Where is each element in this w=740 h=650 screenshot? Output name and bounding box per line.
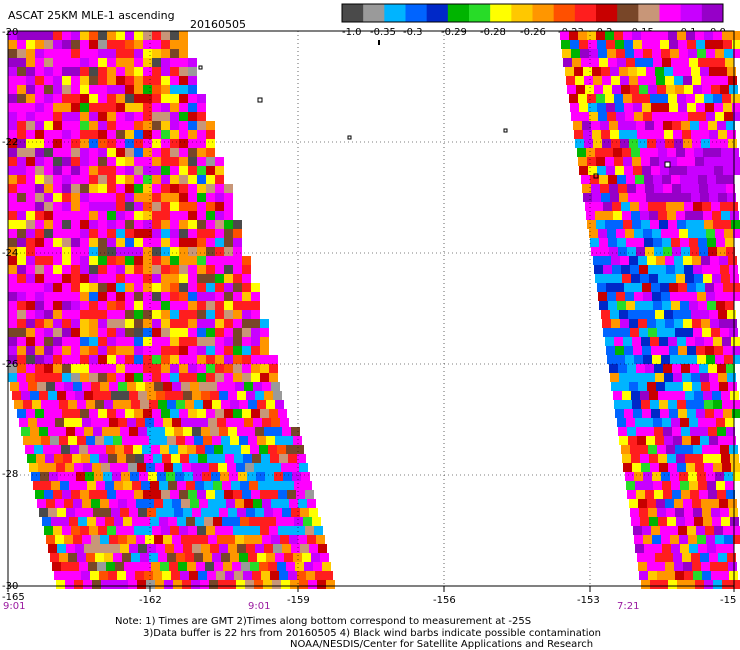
colorbar-label: -1.0	[342, 27, 362, 38]
colorbar-swatch	[553, 4, 576, 22]
swath-data	[8, 31, 740, 589]
colorbar-swatch	[659, 4, 682, 22]
colorbar-swatch	[617, 4, 639, 22]
map-title: ASCAT 25KM MLE-1 ascending	[8, 9, 175, 22]
colorbar-label: -0.26	[520, 27, 546, 38]
colorbar-swatch	[469, 4, 491, 22]
colorbar-swatch	[680, 4, 703, 22]
colorbar-swatch	[701, 4, 724, 22]
lat-label: -22	[2, 137, 18, 148]
lon-label: -15	[720, 595, 736, 606]
lon-label: -153	[577, 595, 600, 606]
time-label: 7:21	[617, 601, 639, 612]
plot-frame	[7, 30, 735, 587]
colorbar-swatch	[532, 4, 555, 22]
lon-label: -156	[433, 595, 456, 606]
lon-label: -165	[2, 592, 25, 603]
lat-label: -20	[2, 27, 18, 38]
colorbar-label: -0.35	[370, 27, 396, 38]
colorbar-label: -0.29	[441, 27, 467, 38]
footnote-line-2: 3)Data buffer is 22 hrs from 20160505 4)…	[143, 628, 601, 639]
lat-label: -26	[2, 359, 18, 370]
colorbar-label: -0.3	[403, 27, 423, 38]
time-label: 9:01	[3, 601, 25, 612]
colorbar-swatch	[574, 4, 597, 22]
grid-lines	[7, 31, 735, 592]
lat-label: -24	[2, 248, 18, 259]
lat-label: -28	[2, 469, 18, 480]
map-date: 20160505	[190, 18, 246, 31]
colorbar-swatch	[447, 4, 470, 22]
colorbar-swatch	[405, 4, 428, 22]
lat-label: -30	[2, 581, 18, 592]
time-label: 9:01	[248, 601, 270, 612]
lon-label: -162	[139, 595, 162, 606]
colorbar-swatch	[490, 4, 512, 22]
colorbar-swatch	[638, 4, 660, 22]
colorbar-swatch	[511, 4, 533, 22]
island-outlines	[198, 40, 671, 179]
footnote-line-3: NOAA/NESDIS/Center for Satellite Applica…	[290, 639, 594, 650]
lon-label: -159	[287, 595, 310, 606]
colorbar-swatch	[363, 4, 385, 22]
footnote-line-1: Note: 1) Times are GMT 2)Times along bot…	[115, 616, 532, 627]
colorbar-swatch	[596, 4, 618, 22]
colorbar-swatch	[426, 4, 449, 22]
colorbar-swatch	[342, 4, 364, 22]
colorbar-label: -0.28	[480, 27, 506, 38]
colorbar-swatch	[384, 4, 406, 22]
